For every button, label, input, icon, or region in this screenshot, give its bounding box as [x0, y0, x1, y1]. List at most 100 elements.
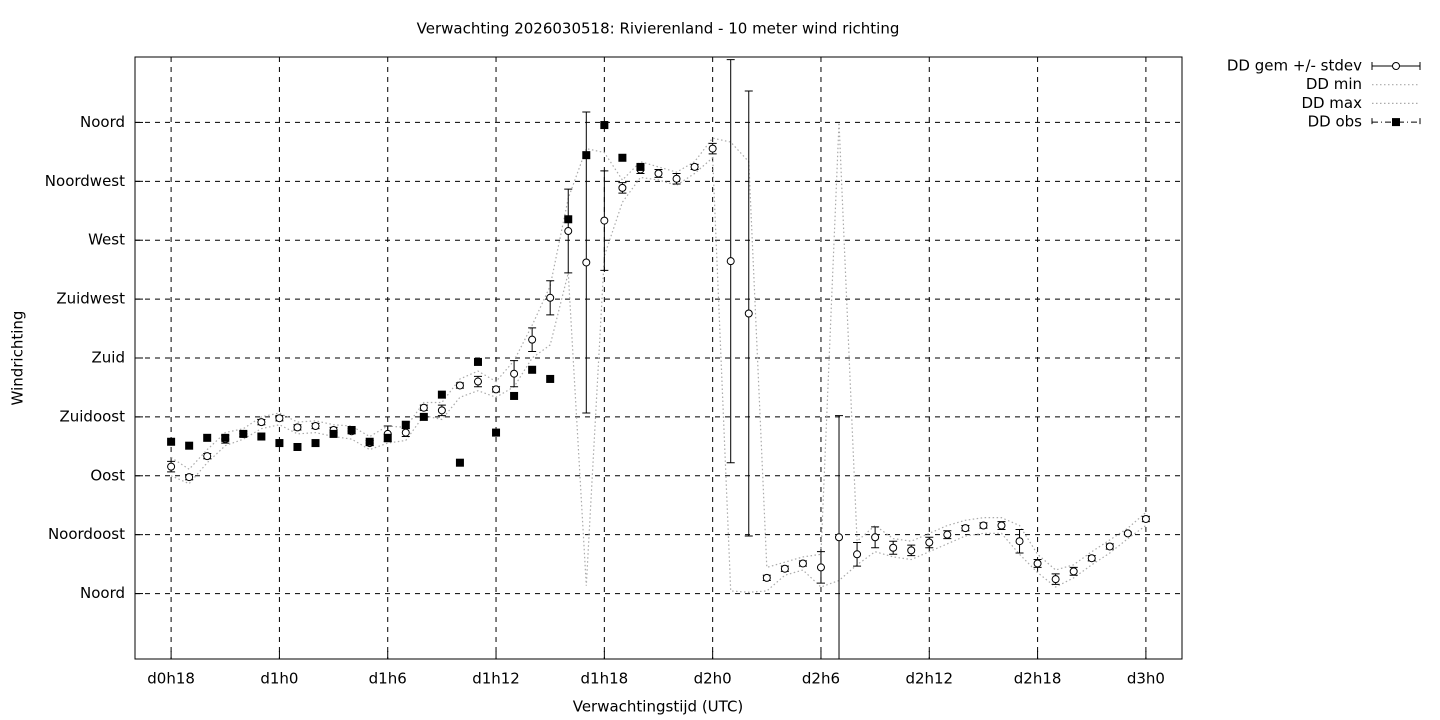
range-line — [170, 156, 1147, 593]
mean-marker — [492, 385, 501, 394]
mean-marker — [546, 293, 555, 302]
obs-marker — [528, 365, 537, 374]
error-point — [419, 403, 428, 412]
error-point — [510, 360, 519, 388]
mean-marker — [943, 530, 952, 539]
error-point — [600, 170, 609, 271]
obs-marker — [221, 433, 230, 442]
error-point — [798, 559, 807, 568]
error-point — [726, 59, 735, 464]
obs-marker — [455, 458, 464, 467]
legend-entry: DD min — [1306, 75, 1420, 93]
error-point — [654, 169, 663, 178]
mean-marker — [762, 573, 771, 582]
obs-marker — [492, 428, 501, 437]
chart-title: Verwachting 2026030518: Rivierenland - 1… — [417, 20, 900, 38]
legend-swatch-marker — [1392, 62, 1400, 70]
error-point — [979, 521, 988, 530]
mean-marker — [618, 183, 627, 192]
error-point — [455, 381, 464, 390]
obs-marker — [473, 357, 482, 366]
error-point — [835, 415, 844, 659]
x-tick-label: d3h0 — [1127, 670, 1165, 688]
legend-label: DD obs — [1308, 113, 1363, 131]
mean-marker — [907, 546, 916, 555]
error-point — [311, 422, 320, 431]
error-point — [203, 452, 212, 461]
error-point — [961, 524, 970, 533]
error-point — [1087, 554, 1096, 563]
obs-marker — [293, 442, 302, 451]
x-tick-label: d1h12 — [472, 670, 520, 688]
mean-marker — [1123, 529, 1132, 538]
obs-marker — [203, 433, 212, 442]
mean-marker — [582, 258, 591, 267]
obs-marker — [275, 439, 284, 448]
obs-marker — [510, 391, 519, 400]
y-tick-label: Zuidoost — [59, 407, 125, 425]
obs-marker — [618, 153, 627, 162]
y-tick-label: Oost — [90, 466, 125, 484]
y-tick-label: Zuidwest — [56, 290, 125, 308]
obs-marker — [311, 439, 320, 448]
error-point — [582, 111, 591, 414]
x-tick-label: d0h18 — [147, 670, 195, 688]
range-line — [170, 122, 1147, 571]
error-point — [889, 540, 898, 555]
mean-marker — [1105, 542, 1114, 551]
mean-marker — [780, 564, 789, 573]
error-point — [401, 428, 410, 438]
error-point — [167, 460, 176, 473]
error-point — [1051, 573, 1060, 585]
mean-marker — [744, 309, 753, 318]
obs-marker — [582, 151, 591, 160]
mean-marker — [1141, 514, 1150, 523]
mean-marker — [437, 406, 446, 415]
mean-marker — [1051, 575, 1060, 584]
plot-area — [167, 59, 1150, 659]
error-point — [780, 564, 789, 573]
mean-marker — [257, 418, 266, 427]
mean-marker — [293, 423, 302, 432]
x-tick-label: d1h0 — [260, 670, 298, 688]
legend-entry: DD obs — [1308, 113, 1421, 131]
obs-marker — [347, 425, 356, 434]
y-tick-label: Noord — [80, 113, 125, 131]
error-point — [437, 404, 446, 417]
mean-marker — [798, 559, 807, 568]
legend-label: DD max — [1301, 94, 1362, 112]
mean-marker — [961, 524, 970, 533]
mean-marker — [708, 144, 717, 153]
x-tick-label: d2h18 — [1014, 670, 1062, 688]
mean-marker — [726, 257, 735, 266]
obs-marker — [329, 429, 338, 438]
mean-marker — [672, 174, 681, 183]
mean-marker — [979, 521, 988, 530]
error-point — [997, 521, 1006, 530]
error-point — [564, 188, 573, 274]
error-point — [853, 542, 862, 567]
legend-entry: DD max — [1301, 94, 1420, 112]
error-point — [1105, 542, 1114, 551]
obs-marker — [185, 441, 194, 450]
mean-marker — [311, 422, 320, 431]
obs-marker — [401, 420, 410, 429]
plot-frame — [134, 56, 1183, 660]
mean-marker — [1069, 567, 1078, 576]
legend-swatch-marker — [1392, 118, 1400, 127]
mean-marker — [1015, 537, 1024, 546]
error-point — [293, 423, 302, 432]
error-point — [618, 182, 627, 194]
mean-marker — [275, 414, 284, 423]
obs-marker — [564, 215, 573, 224]
obs-marker — [383, 433, 392, 442]
error-point — [943, 530, 952, 540]
mean-marker — [203, 452, 212, 461]
mean-marker — [510, 369, 519, 378]
obs-marker — [437, 390, 446, 399]
error-point — [528, 327, 537, 352]
mean-marker — [853, 550, 862, 559]
x-tick-label: d2h6 — [802, 670, 840, 688]
plot-layer: Noord Noordoost Oost Zuidoost Zuid Zuidwest We… — [45, 57, 1421, 688]
error-point — [1123, 529, 1132, 538]
